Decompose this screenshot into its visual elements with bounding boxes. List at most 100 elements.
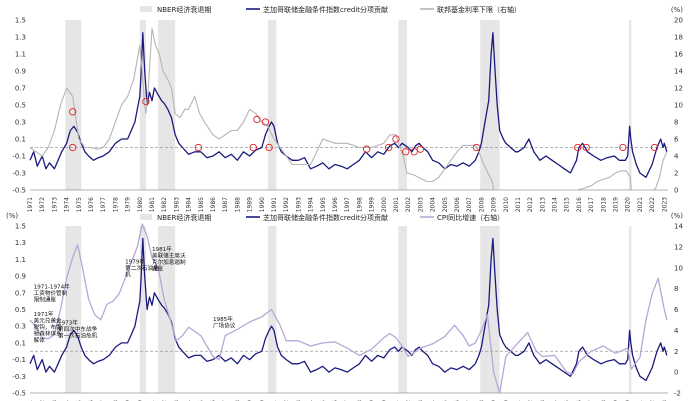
y2-tick-label: 6 [674,136,679,144]
x-tick-label: 2021 [637,400,644,401]
y-tick-label: 0.5 [15,102,26,110]
series-line [29,32,668,178]
y2-tick-label: 0 [674,187,678,195]
annotation-text: 第二次石油危 [125,264,159,272]
x-tick-label: 2002 [405,400,412,401]
event-marker [574,143,582,152]
annotation-text: 1971-1974年 [34,283,70,291]
x-tick-label: 1979 [125,197,132,212]
annotation-text: 解体 [34,336,46,344]
x-tick-label: 1994 [308,400,315,401]
legend-label: 芝加哥联储金融条件指数credit分项贡献 [263,5,388,14]
y2-tick-label: 0 [674,369,678,377]
y2-tick-label: 14 [674,223,683,231]
event-marker [384,143,393,152]
x-tick-label: 2009 [491,400,498,401]
recession-band [139,20,146,190]
x-tick-label: 1971 [27,197,34,212]
series-line [29,223,668,394]
x-tick-label: 1990 [259,400,266,401]
x-tick-label: 2018 [600,400,607,401]
x-tick-label: 2011 [515,400,522,401]
x-tick-label: 1973 [51,400,58,401]
x-tick-label: 1988 [234,400,241,401]
annotation-text: 美元兑黄金 [34,317,62,325]
recession-band [628,226,632,393]
x-tick-label: 2003 [417,400,424,401]
x-tick-label: 2016 [576,197,583,212]
x-tick-label: 2017 [588,400,595,401]
right-axis-unit: (%) [671,212,683,220]
y2-tick-label: 4 [674,153,679,161]
x-tick-label: 2000 [381,400,388,401]
x-tick-label: 2006 [454,400,461,401]
x-tick-label: 2020 [625,197,632,212]
y2-tick-label: 6 [674,306,679,314]
x-tick-label: 1996 [332,197,339,212]
x-tick-label: 2010 [503,400,510,401]
x-tick-label: 2013 [539,400,546,401]
x-tick-label: 1972 [39,197,46,212]
event-marker [392,135,400,143]
recession-band [398,226,407,393]
x-tick-label: 2007 [466,400,473,401]
x-tick-label: 2003 [417,197,424,212]
event-marker [582,143,590,152]
x-tick-label: 1978 [112,400,119,401]
x-tick-label: 1999 [369,197,376,212]
legend-label: CPI同比增速（右轴） [437,213,504,222]
y-tick-label: 0.7 [15,289,26,297]
legend-label: 芝加哥联储金融条件指数credit分项贡献 [263,213,388,222]
annotation-text: 顿森林体系 [34,330,62,338]
annotation-text: 1971年 [34,310,54,318]
series-line [29,237,668,382]
left-axis-unit: (%) [6,212,18,220]
x-tick-label: 1977 [100,400,107,401]
x-tick-label: 2019 [613,197,620,212]
annotation-text: 脱钩，布雷 [34,323,62,331]
x-tick-label: 1991 [271,197,278,212]
event-marker [402,148,410,156]
x-tick-label: 2014 [552,400,559,401]
x-tick-label: 1986 [210,400,217,401]
x-tick-label: 2009 [491,197,498,212]
event-marker [472,143,481,152]
y2-tick-label: 10 [674,264,683,272]
y2-tick-label: 8 [674,119,678,127]
x-tick-label: 2018 [600,197,607,212]
x-tick-label: 2012 [527,400,534,401]
y-tick-label: 0.5 [15,306,26,314]
x-tick-label: 1993 [295,197,302,212]
x-tick-label: 1981 [149,400,156,401]
event-marker [410,148,418,156]
recession-band [267,20,277,190]
x-tick-label: 1998 [356,400,363,401]
x-tick-label: 1979 [125,400,132,401]
x-tick-label: 2023 [661,400,668,401]
x-tick-label: 1989 [247,400,254,401]
x-tick-label: 1975 [76,400,83,401]
x-tick-label: 2015 [564,197,571,212]
event-marker [249,143,257,152]
x-tick-label: 2017 [588,197,595,212]
y-tick-label: 1.3 [15,34,26,42]
x-tick-label: 1982 [161,400,168,401]
x-tick-label: 2022 [649,197,656,212]
annotation-text: 工资物价管制 [34,289,68,297]
x-tick-label: 1973 [51,197,58,212]
x-tick-label: 1981 [149,197,156,212]
x-tick-label: 1984 [186,197,193,212]
x-tick-label: 2015 [564,400,571,401]
x-tick-label: 1994 [308,197,315,212]
event-marker [261,118,270,126]
x-tick-label: 2023 [661,197,668,212]
y2-tick-label: 18 [674,34,683,42]
event-marker [142,97,150,106]
recession-band [158,20,176,190]
x-tick-label: 1976 [88,400,95,401]
x-tick-label: 1986 [210,197,217,212]
x-tick-label: 2021 [637,197,644,212]
x-tick-label: 1995 [320,197,327,212]
legend-swatch-recession [140,6,152,12]
y-tick-label: -0.1 [12,153,26,161]
